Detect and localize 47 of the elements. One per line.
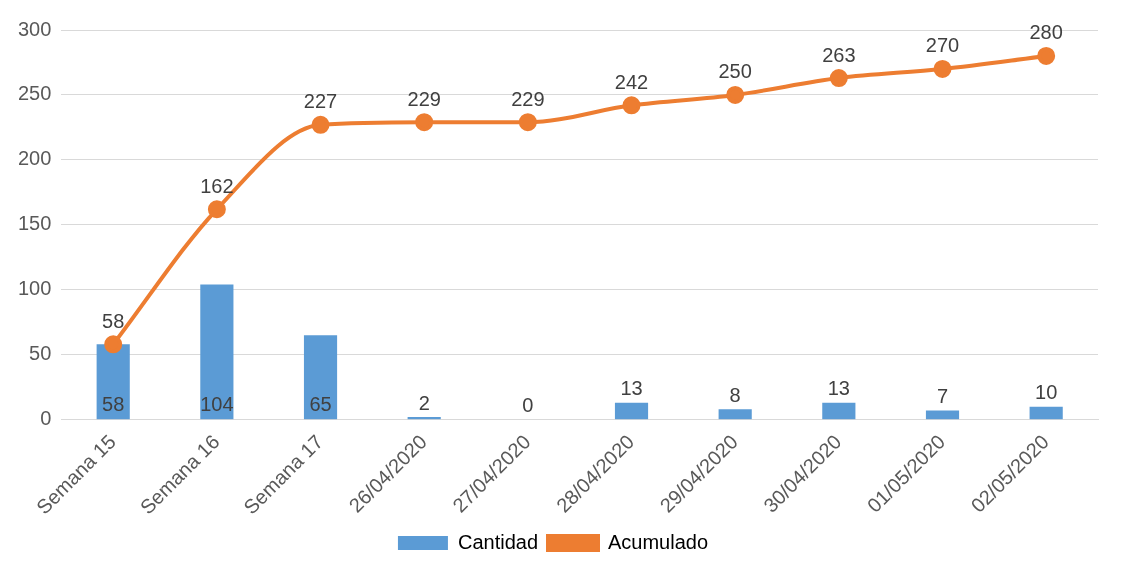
data-label: 8 — [729, 383, 741, 406]
data-label: 104 — [200, 393, 234, 416]
data-label: 2 — [418, 391, 430, 414]
legend-label: Cantidad — [457, 530, 538, 553]
point — [415, 113, 434, 132]
bar — [200, 284, 234, 420]
data-label: 58 — [102, 309, 125, 332]
point — [311, 115, 330, 134]
data-label: 58 — [102, 393, 125, 416]
data-label: 250 — [718, 60, 752, 83]
bar — [718, 409, 752, 420]
data-label: 13 — [827, 377, 850, 400]
data-label: 227 — [303, 90, 338, 113]
y-tick-label: 250 — [17, 82, 52, 105]
data-label: 263 — [822, 43, 856, 66]
bar — [925, 410, 960, 420]
point — [104, 335, 123, 354]
y-tick-label: 0 — [40, 407, 52, 430]
bar — [822, 402, 856, 420]
bar — [614, 402, 649, 420]
y-tick-label: 100 — [17, 277, 52, 300]
point — [207, 200, 226, 219]
y-tick-label: 300 — [17, 17, 52, 40]
data-label: 229 — [407, 87, 441, 110]
y-tick-label: 150 — [17, 212, 52, 235]
point — [933, 59, 952, 78]
point — [726, 85, 745, 104]
y-tick-label: 200 — [17, 147, 52, 170]
data-label: 280 — [1029, 21, 1063, 44]
point — [829, 69, 848, 88]
legend-label: Acumulado — [608, 530, 709, 553]
point — [622, 96, 641, 115]
y-tick-label: 50 — [29, 342, 52, 365]
data-label: 7 — [936, 385, 949, 408]
data-label: 65 — [309, 393, 332, 416]
data-label: 229 — [511, 87, 545, 110]
bar — [407, 417, 441, 420]
data-label: 0 — [522, 394, 534, 417]
data-label: 13 — [620, 377, 643, 400]
data-label: 270 — [925, 34, 960, 57]
bar — [1029, 406, 1063, 420]
point — [518, 113, 537, 132]
data-label: 242 — [614, 70, 649, 93]
data-label: 162 — [200, 174, 234, 197]
data-label: 10 — [1035, 381, 1058, 404]
point — [1037, 46, 1056, 65]
bar — [303, 335, 338, 420]
